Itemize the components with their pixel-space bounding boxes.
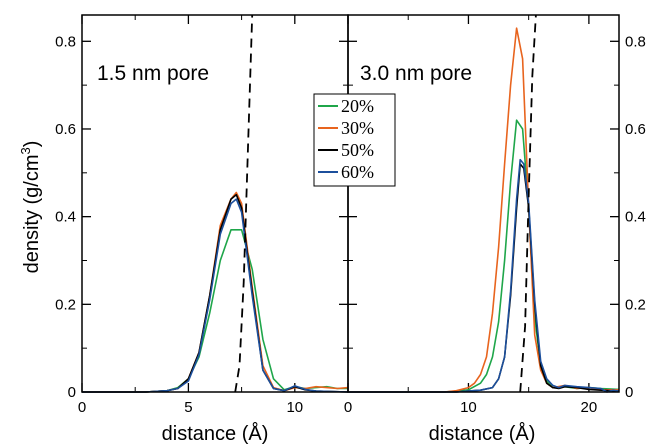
y-tick-label-left: 0.4 [55, 209, 76, 226]
plot-frame-right [347, 14, 620, 393]
series-line-50pct [348, 163, 620, 393]
series-line-30pct [82, 191, 349, 393]
y-ticks-left: 0 0.2 0.4 0.6 0.8 [55, 33, 348, 401]
x-ticks-right: 0 10 20 [344, 15, 597, 416]
series-line-50pct [82, 193, 349, 393]
y-axis-title-close: ) [21, 141, 43, 148]
series-right [348, 14, 620, 393]
pore-wall-dashed-line [234, 14, 254, 393]
legend-label: 20% [341, 96, 374, 116]
x-tick-label: 10 [286, 399, 303, 416]
legend-label: 60% [341, 162, 374, 182]
x-axis-title-left: distance (Å) [162, 422, 269, 445]
right-y-tick-labels: 0 0.2 0.4 0.6 0.8 [625, 33, 646, 401]
legend: 20%30%50%60% [313, 93, 396, 187]
y-tick-label-right: 0.8 [625, 33, 646, 50]
y-tick-label-right: 0.4 [625, 209, 646, 226]
x-tick-label: 0 [78, 399, 86, 416]
panel-right: 0 10 20 3.0 nm pore distance (Å) [344, 14, 620, 445]
x-tick-label: 10 [460, 399, 477, 416]
y-tick-label-right: 0 [625, 384, 633, 401]
series-line-60pct [348, 158, 620, 393]
y-tick-label-left: 0.2 [55, 296, 76, 313]
y-axis-title: density (g/cm3) [18, 141, 43, 274]
legend-box [313, 93, 396, 187]
pore-wall-dashed-line [519, 14, 537, 393]
y-tick-label-right: 0.6 [625, 121, 646, 138]
y-tick-label-left: 0.6 [55, 121, 76, 138]
panel-label-right: 3.0 nm pore [360, 62, 472, 85]
y-tick-label-left: 0.8 [55, 33, 76, 50]
y-axis-title-superscript: 3 [18, 147, 33, 154]
panel-left: 0 0.2 0.4 0.6 0.8 0 5 10 1.5 nm pore distance … [55, 14, 349, 445]
series-line-60pct [82, 198, 349, 393]
x-tick-label: 5 [184, 399, 192, 416]
x-axis-title-right: distance (Å) [429, 422, 536, 445]
panel-label-left: 1.5 nm pore [97, 62, 209, 85]
series-left [82, 14, 349, 393]
legend-label: 50% [341, 140, 374, 160]
legend-label: 30% [341, 118, 374, 138]
x-tick-label: 20 [581, 399, 598, 416]
y-tick-label-right: 0.2 [625, 296, 646, 313]
y-tick-label-left: 0 [68, 384, 76, 401]
series-line-20pct [82, 229, 348, 393]
x-tick-label: 0 [344, 399, 352, 416]
